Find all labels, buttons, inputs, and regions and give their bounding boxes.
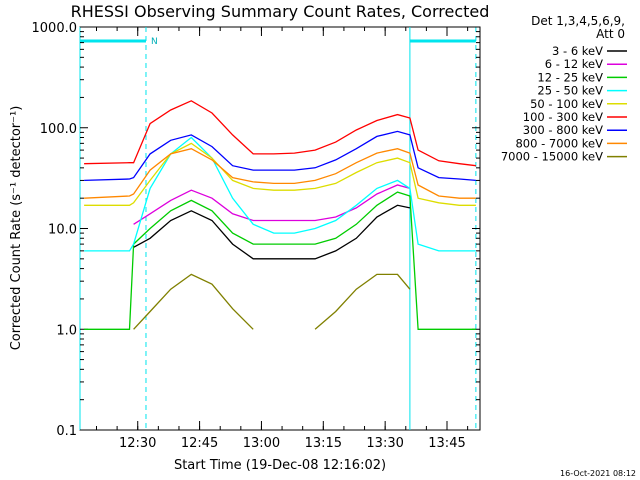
series-line-800-7000-kev-0 xyxy=(84,148,476,199)
series-line-6-12-kev-0 xyxy=(133,184,411,225)
y-tick-label-3: 100.0 xyxy=(40,122,77,137)
series-line-100-300-kev-0 xyxy=(84,100,476,167)
legend-attenuator: Att 0 xyxy=(596,27,625,41)
x-axis-label: Start Time (19-Dec-08 12:16:02) xyxy=(174,458,386,473)
x-tick-label-3: 13:15 xyxy=(305,436,342,451)
plot-area: N 0.1 1.0 10.0 100.0 1000.0 12:30 12:45 13:00 13:… xyxy=(32,21,481,451)
series-line-7000-15000-kev-1 xyxy=(314,273,411,330)
legend-detectors: Det 1,3,4,5,6,9, xyxy=(531,14,625,28)
series-line-50-100-kev-0 xyxy=(84,142,476,206)
series-line-12-25-kev-0 xyxy=(84,191,476,330)
legend-entry-label: 6 - 12 keV xyxy=(545,57,603,71)
x-tick-label-1: 12:45 xyxy=(181,436,218,451)
x-tick-label-4: 13:30 xyxy=(366,436,403,451)
legend-entry-label: 100 - 300 keV xyxy=(523,110,603,124)
series-line-3-6-kev-0 xyxy=(133,204,411,260)
legend-entry-label: 25 - 50 keV xyxy=(537,84,603,98)
y-tick-label-1: 1.0 xyxy=(56,323,77,338)
plot-frame xyxy=(79,26,481,431)
series-line-25-50-kev-0 xyxy=(84,136,476,252)
y-tick-label-4: 1000.0 xyxy=(32,21,78,36)
timestamp: 16-Oct-2021 08:12 xyxy=(560,469,636,478)
y-axis-label: Corrected Count Rate (s⁻¹ detector⁻¹) xyxy=(9,106,24,351)
y-tick-label-2: 10.0 xyxy=(48,223,77,238)
legend-entry-label: 3 - 6 keV xyxy=(552,44,603,58)
y-tick-label-0: 0.1 xyxy=(56,424,77,439)
series-line-7000-15000-kev-0 xyxy=(133,273,254,330)
x-tick-label-2: 13:00 xyxy=(243,436,280,451)
marker-label: N xyxy=(151,37,158,47)
chart-title: RHESSI Observing Summary Count Rates, Co… xyxy=(71,2,490,21)
legend-entry-label: 50 - 100 keV xyxy=(530,97,603,111)
legend-entry-label: 300 - 800 keV xyxy=(523,123,603,137)
x-tick-label-0: 12:30 xyxy=(119,436,156,451)
legend-entry-label: 12 - 25 keV xyxy=(537,70,603,84)
legend-entry-label: 800 - 7000 keV xyxy=(515,136,603,150)
legend-entry-label: 7000 - 15000 keV xyxy=(501,150,603,164)
x-tick-label-5: 13:45 xyxy=(428,436,465,451)
series-line-300-800-kev-0 xyxy=(84,130,476,182)
